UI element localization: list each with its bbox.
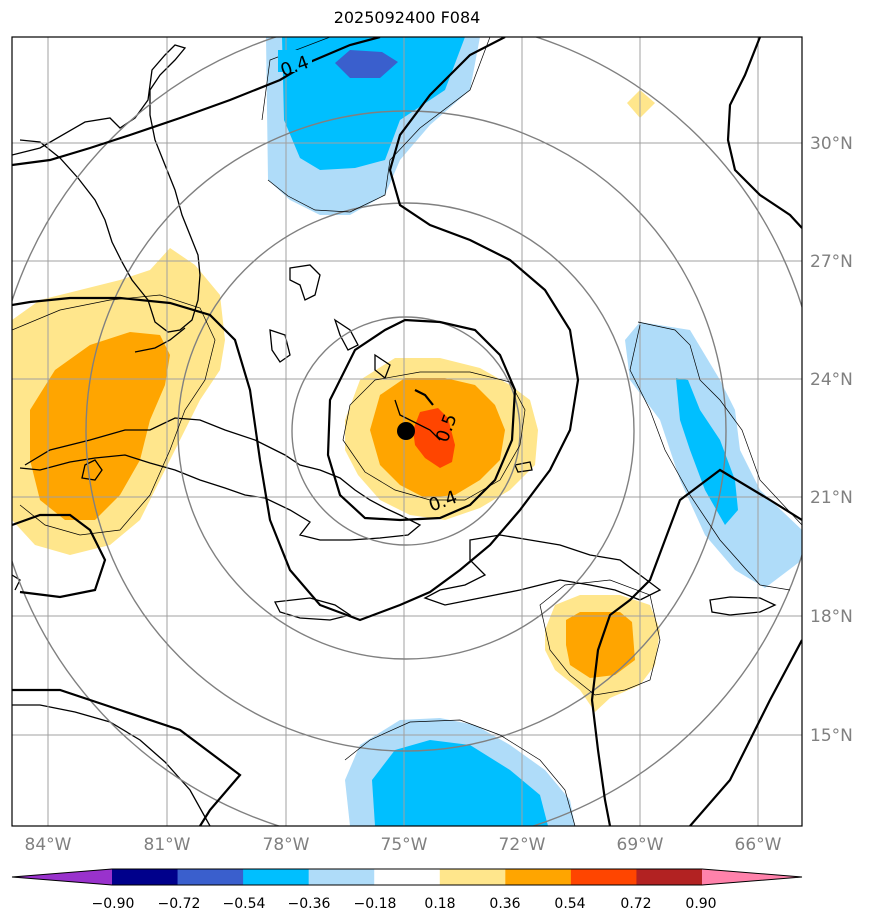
lon-label: 84°W <box>25 835 72 855</box>
colorbar-segment <box>112 869 179 885</box>
thin-contour-storm <box>342 371 526 501</box>
colorbar-segment <box>570 869 637 885</box>
coastline-florida <box>12 44 201 333</box>
coastline-turks <box>514 461 533 473</box>
range-ring-2 <box>177 202 635 660</box>
colorbar-segments <box>11 868 803 886</box>
range-ring-3 <box>85 110 727 752</box>
coastline-puerto-rico <box>709 596 777 616</box>
contour-04-storm <box>326 318 517 522</box>
colorbar-tick-label: 0.54 <box>554 896 585 912</box>
colorbar-ticks: −0.90 −0.72 −0.54 −0.36 −0.18 0.18 0.36 … <box>92 896 717 912</box>
colorbar-segment <box>636 869 703 885</box>
range-rings <box>12 37 802 826</box>
lat-label: 27°N <box>810 252 853 272</box>
colorbar-extend-max <box>702 869 802 885</box>
contour-05-storm <box>414 389 434 406</box>
colorbar-segment <box>308 869 375 885</box>
negative-anomaly-north-core <box>282 37 465 170</box>
colorbar-tick-label: 0.72 <box>620 896 651 912</box>
lon-label: 81°W <box>144 835 191 855</box>
contour-04-se-edge <box>689 639 802 826</box>
lat-axis-labels: 30°N 27°N 24°N 21°N 18°N 15°N <box>810 134 853 746</box>
positive-anomaly-storm-max <box>413 408 455 468</box>
negative-anomaly-south-core <box>372 740 548 826</box>
colorbar-segment <box>243 869 310 885</box>
colorbar-outline <box>11 868 803 886</box>
storm-center-marker <box>397 422 415 440</box>
contour-label-bg-1 <box>278 50 312 72</box>
colorbar-tick-label: 0.18 <box>424 896 455 912</box>
colorbar-tick-label: 0.90 <box>685 896 716 912</box>
graticule <box>12 37 802 826</box>
thin-contour-east <box>629 321 802 591</box>
thick-contours <box>12 37 802 826</box>
contour-04-northeast <box>726 37 802 229</box>
thin-contours <box>12 37 802 826</box>
thin-contour-south <box>344 719 576 826</box>
contour-04-sw <box>12 513 107 599</box>
coastline-hispaniola <box>423 534 662 606</box>
lon-label: 78°W <box>263 835 310 855</box>
colorbar-segment <box>439 869 506 885</box>
colorbar-tick-label: −0.18 <box>354 896 397 912</box>
thin-contour-north <box>261 37 491 213</box>
map-title: 2025092400 F084 <box>333 8 481 27</box>
coastline-bahamas-a <box>289 264 321 301</box>
colorbar-segment <box>177 869 244 885</box>
lon-axis-labels: 84°W 81°W 78°W 75°W 72°W 69°W 66°W <box>25 835 782 855</box>
colorbar-tick-label: −0.36 <box>288 896 331 912</box>
colorbar-segment <box>505 869 572 885</box>
thin-contour-southeast <box>539 579 661 696</box>
coastline-bahamas-b <box>269 329 291 363</box>
range-ring-1 <box>291 316 521 546</box>
colorbar-tick-label: −0.54 <box>223 896 266 912</box>
contour-04-big-loop <box>12 37 580 622</box>
colorbar-tick-label: 0.36 <box>489 896 520 912</box>
coastline-central-america <box>12 704 211 826</box>
lon-label: 69°W <box>617 835 664 855</box>
lat-label: 15°N <box>810 726 853 746</box>
colorbar-segment <box>374 869 441 885</box>
contour-04-east <box>590 468 802 826</box>
coastline-bahamas-c <box>333 318 359 351</box>
coastline-storm-island <box>394 399 441 441</box>
contour-04-north <box>12 37 381 167</box>
map-frame <box>11 36 803 827</box>
negative-anomaly-north-max <box>335 50 398 78</box>
colorbar: −0.90 −0.72 −0.54 −0.36 −0.18 0.18 0.36 … <box>11 868 803 912</box>
coastline-small-key <box>81 459 103 481</box>
coastline-gulf-keys <box>134 327 186 353</box>
colorbar-extend-min <box>12 869 112 885</box>
positive-anomaly-dot <box>627 90 655 118</box>
lat-label: 18°N <box>810 607 853 627</box>
lat-label: 30°N <box>810 134 853 154</box>
coastline-cuba <box>19 417 422 541</box>
contour-04-south <box>12 688 242 826</box>
lon-label: 75°W <box>381 835 428 855</box>
colorbar-tick-label: −0.90 <box>92 896 135 912</box>
thin-contour-west <box>12 294 216 536</box>
coastlines <box>12 44 777 826</box>
colorbar-tick-label: −0.72 <box>158 896 201 912</box>
lon-label: 72°W <box>499 835 546 855</box>
lat-label: 24°N <box>810 370 853 390</box>
coastline-yucatan <box>12 574 21 591</box>
negative-anomaly-east-core <box>676 378 738 525</box>
lon-label: 66°W <box>735 835 782 855</box>
lat-label: 21°N <box>810 488 853 508</box>
